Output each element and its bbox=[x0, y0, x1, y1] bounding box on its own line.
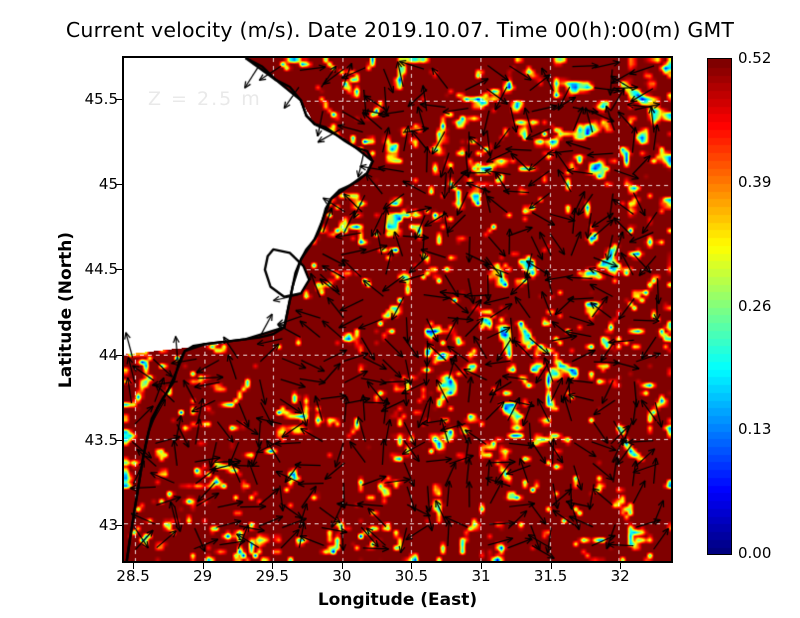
y-tick-mark bbox=[116, 98, 122, 100]
colorbar bbox=[707, 58, 732, 555]
colorbar-gradient bbox=[708, 59, 731, 554]
colorbar-tick-label: 0.52 bbox=[738, 49, 772, 67]
y-tick-label: 43.5 bbox=[84, 431, 118, 450]
x-tick-mark bbox=[480, 563, 482, 569]
y-tick-mark bbox=[116, 269, 122, 271]
x-tick-label: 30 bbox=[332, 567, 352, 585]
y-tick-mark bbox=[116, 184, 122, 186]
y-tick-label: 44 bbox=[98, 345, 118, 364]
x-tick-label: 30.5 bbox=[394, 567, 429, 585]
y-tick-mark bbox=[116, 525, 122, 527]
x-tick-label: 29 bbox=[193, 567, 213, 585]
x-tick-mark bbox=[341, 563, 343, 569]
colorbar-tick-label: 0.13 bbox=[738, 420, 772, 439]
x-tick-mark bbox=[620, 563, 622, 569]
x-tick-mark bbox=[272, 563, 274, 569]
x-tick-mark bbox=[411, 563, 413, 569]
page-title: Current velocity (m/s). Date 2019.10.07.… bbox=[65, 18, 735, 42]
x-tick-label: 31.5 bbox=[533, 567, 568, 585]
y-tick-label: 44.5 bbox=[84, 260, 118, 279]
y-tick-label: 43 bbox=[98, 516, 118, 535]
y-axis-label: Latitude (North) bbox=[56, 231, 76, 389]
colorbar-tick-label: 0.39 bbox=[738, 172, 772, 191]
x-tick-label: 31 bbox=[471, 567, 491, 585]
y-tick-label: 45.5 bbox=[84, 89, 118, 108]
x-tick-mark bbox=[202, 563, 204, 569]
x-tick-label: 28.5 bbox=[116, 567, 150, 585]
y-tick-mark bbox=[116, 354, 122, 356]
colorbar-tick-label: 0.26 bbox=[738, 296, 772, 315]
x-tick-label: 29.5 bbox=[255, 567, 289, 585]
depth-annotation: Z = 2.5 m bbox=[148, 88, 262, 110]
y-tick-mark bbox=[116, 440, 122, 442]
y-tick-label: 45 bbox=[98, 175, 118, 194]
x-axis-label: Longitude (East) bbox=[317, 590, 478, 610]
x-tick-mark bbox=[133, 563, 135, 569]
map-plot-area[interactable] bbox=[122, 56, 673, 563]
velocity-field-canvas bbox=[124, 58, 671, 561]
x-tick-label: 32 bbox=[610, 567, 630, 585]
colorbar-tick-label: 0.00 bbox=[738, 544, 772, 562]
x-tick-mark bbox=[550, 563, 552, 569]
